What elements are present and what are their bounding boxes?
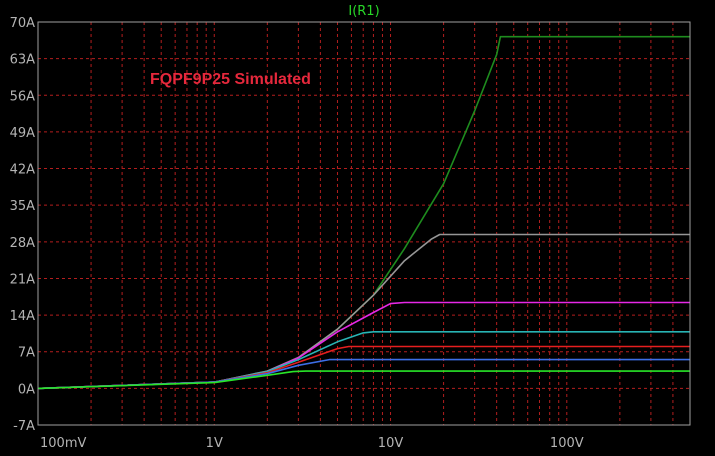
y-tick-label: 35A bbox=[10, 199, 36, 214]
y-axis-ticks: 70A 63A 56A 49A 42A 35A 28A 21A 14A 7A 0A -7A bbox=[10, 16, 36, 434]
series-line bbox=[37, 358, 690, 390]
y-tick-label: 49A bbox=[10, 126, 36, 141]
x-tick-label: 1V bbox=[206, 436, 223, 451]
x-tick-label: 100V bbox=[550, 436, 584, 451]
series-line bbox=[37, 345, 690, 390]
y-tick-label: 0A bbox=[18, 382, 35, 397]
plot-frame bbox=[37, 21, 691, 426]
y-tick-label: 7A bbox=[18, 346, 35, 361]
series-group bbox=[37, 35, 690, 390]
series-line bbox=[37, 233, 690, 390]
chart-annotation: FQPF9P25 Simulated bbox=[150, 71, 311, 88]
chart-title[interactable]: I(R1) bbox=[348, 4, 379, 19]
y-tick-label: 56A bbox=[10, 89, 36, 104]
grid bbox=[37, 21, 691, 426]
y-tick-label: 42A bbox=[10, 163, 36, 178]
y-tick-label: 14A bbox=[10, 309, 36, 324]
x-axis-ticks: 100mV 1V 10V 100V bbox=[40, 436, 584, 451]
x-tick-label: 10V bbox=[378, 436, 404, 451]
y-tick-label: 63A bbox=[10, 53, 36, 68]
x-tick-label: 100mV bbox=[40, 436, 86, 451]
y-tick-label: 70A bbox=[10, 16, 36, 31]
y-tick-label: -7A bbox=[13, 419, 35, 434]
series-line bbox=[37, 35, 690, 390]
y-tick-label: 21A bbox=[10, 272, 36, 287]
series-line bbox=[37, 370, 690, 390]
y-tick-label: 28A bbox=[10, 236, 36, 251]
